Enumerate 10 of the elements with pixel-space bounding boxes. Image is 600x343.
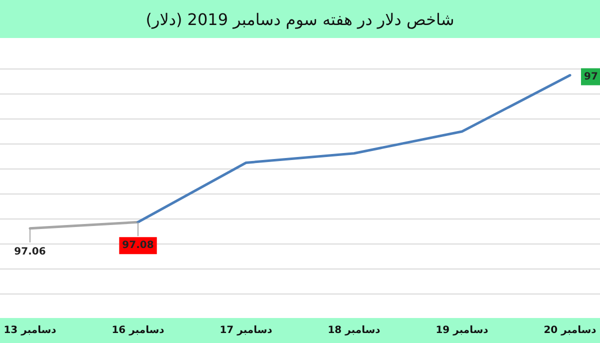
x-tick-label: 20 دسامبر	[544, 325, 596, 336]
chart-title: شاخص دلار در هفته سوم دسامبر 2019 (دلار)	[146, 10, 454, 29]
x-tick-label: 16 دسامبر	[112, 325, 164, 336]
x-tick-label: 18 دسامبر	[328, 325, 380, 336]
data-label: 97.08	[122, 240, 154, 252]
x-tick-label: 17 دسامبر	[220, 325, 272, 336]
x-tick-label: 19 دسامبر	[436, 325, 488, 336]
annotation: 97	[584, 71, 598, 82]
x-tick-label: 13 دسامبر	[4, 325, 56, 336]
data-label: 97.06	[14, 246, 46, 258]
